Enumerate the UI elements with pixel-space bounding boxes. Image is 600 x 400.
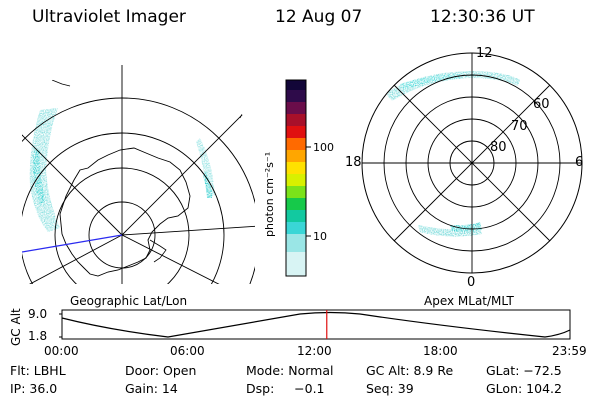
mlat-label-60: 60: [533, 97, 550, 112]
glat-value: GLat: −72.5: [486, 363, 562, 378]
mlt-label-6: 6: [575, 155, 584, 170]
time-tick-06: 06:00: [170, 344, 205, 358]
gain-value: Gain: 14: [125, 381, 178, 396]
gc-alt-value: GC Alt: 8.9 Re: [366, 363, 454, 378]
mlt-label-12: 12: [476, 46, 493, 61]
seq-value: Seq: 39: [366, 381, 414, 396]
magnetic-map: [361, 52, 583, 274]
altitude-tick-9: 9.0: [28, 307, 48, 321]
colorbar-tick-100: 100: [313, 141, 334, 154]
altitude-plot: [59, 309, 571, 340]
mlt-label-18: 18: [345, 155, 362, 170]
geographic-caption: Geographic Lat/Lon: [70, 294, 188, 308]
glon-value: GLon: 104.2: [486, 381, 562, 396]
geographic-map: [22, 48, 255, 284]
time-tick-00: 00:00: [44, 344, 79, 358]
time-tick-18: 18:00: [423, 344, 458, 358]
time-tick-12: 12:00: [297, 344, 332, 358]
door-value: Door: Open: [125, 363, 197, 378]
time-label: 12:30:36 UT: [430, 7, 535, 27]
ip-value: IP: 36.0: [10, 381, 58, 396]
dsp-value: Dsp: −0.1: [246, 381, 325, 396]
colorbar-tick-10: 10: [313, 230, 327, 243]
instrument-title: Ultraviolet Imager: [32, 7, 186, 27]
continent-outline: [59, 147, 191, 277]
mode-value: Mode: Normal: [246, 363, 334, 378]
colorbar-unit-label: photon cm⁻²s⁻¹: [263, 151, 276, 237]
colorbar: [285, 79, 311, 277]
date-label: 12 Aug 07: [275, 7, 363, 27]
mlt-label-0: 0: [467, 275, 476, 290]
mlat-label-80: 80: [490, 140, 507, 155]
filter-value: Flt: LBHL: [10, 363, 66, 378]
altitude-ylabel: GC Alt: [9, 308, 23, 346]
altitude-tick-1-8: 1.8: [28, 329, 48, 343]
time-tick-2359: 23:59: [552, 344, 587, 358]
right-aurora: [385, 71, 520, 237]
apex-caption: Apex MLat/MLT: [424, 294, 514, 308]
mlat-label-70: 70: [511, 119, 528, 134]
